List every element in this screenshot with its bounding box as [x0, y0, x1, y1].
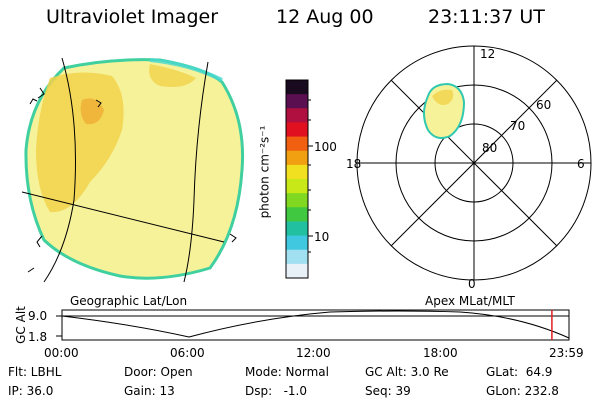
colorbar-segment	[286, 94, 308, 109]
timeline-time-0600: 06:00	[170, 346, 205, 360]
time-label: 23:11:37 UT	[428, 6, 545, 28]
colorbar-segment	[286, 179, 308, 194]
mlat-label-60: 60	[536, 98, 552, 112]
colorbar-segment	[286, 263, 308, 279]
mlt-label-0: 0	[468, 277, 476, 291]
colorbar-segment	[286, 122, 308, 138]
date-label: 12 Aug 00	[276, 6, 374, 28]
colorbar-ticks	[308, 99, 313, 253]
status-ip: IP: 36.0	[8, 384, 54, 398]
timeline-time-1800: 18:00	[423, 346, 458, 360]
colorbar-unit-label: photon cm⁻²s⁻¹	[257, 125, 272, 219]
instrument-title: Ultraviolet Imager	[46, 6, 219, 28]
mlt-label-18: 18	[346, 157, 362, 171]
latitude-line	[21, 191, 225, 243]
status-dsp: Dsp: -1.0	[245, 384, 308, 398]
warm-patch	[80, 98, 104, 125]
status-door: Door: Open	[124, 365, 193, 379]
timeline-plot	[56, 309, 570, 341]
limb-glow	[149, 58, 223, 82]
meridian-line-right	[183, 61, 209, 283]
mlat-label-80: 80	[482, 141, 498, 155]
colorbar-segment	[286, 221, 308, 237]
status-gain: Gain: 13	[124, 384, 175, 398]
timeline-y-label-low: 1.8	[28, 330, 48, 344]
status-mode: Mode: Normal	[245, 365, 329, 379]
status-glat: GLat: 64.9	[486, 365, 553, 379]
colorbar-border	[285, 79, 309, 279]
mlt-label-6: 6	[577, 157, 585, 171]
right-panel-caption: Apex MLat/MLT	[425, 294, 515, 308]
timeline-axis-title: GC Alt	[14, 306, 28, 344]
timeline-time-0000: 00:00	[44, 346, 79, 360]
colorbar-segment	[286, 164, 308, 180]
status-seq: Seq: 39	[365, 384, 411, 398]
colorbar-segment	[286, 136, 308, 152]
timeline-time-2359: 23:59	[549, 346, 584, 360]
colorbar-segment	[286, 207, 308, 223]
timeline-time-1200: 12:00	[296, 346, 331, 360]
coastline-fragments	[27, 87, 237, 273]
colorbar-tick-100: 100	[314, 140, 337, 154]
altitude-curve	[61, 310, 570, 339]
colorbar	[285, 79, 309, 279]
mlt-label-12: 12	[480, 47, 496, 61]
meridian-line-left	[43, 57, 76, 283]
auroral-oval-core	[432, 89, 454, 105]
polar-plot	[356, 45, 592, 281]
colorbar-tick-10: 10	[314, 230, 330, 244]
colorbar-segment	[286, 193, 308, 208]
colorbar-segment	[286, 249, 308, 265]
mlat-label-70: 70	[510, 119, 526, 133]
left-panel-caption: Geographic Lat/Lon	[70, 294, 188, 308]
bright-streak	[149, 64, 196, 87]
colorbar-segment	[286, 108, 308, 124]
colorbar-segment	[286, 150, 308, 166]
status-gc-alt: GC Alt: 3.0 Re	[365, 365, 449, 379]
colorbar-segment	[286, 235, 308, 251]
timeline-y-label-high: 9.0	[28, 309, 48, 323]
status-filter: Flt: LBHL	[8, 365, 62, 379]
earth-image	[21, 57, 245, 283]
colorbar-segment	[286, 80, 308, 95]
status-glon: GLon: 232.8	[486, 384, 559, 398]
